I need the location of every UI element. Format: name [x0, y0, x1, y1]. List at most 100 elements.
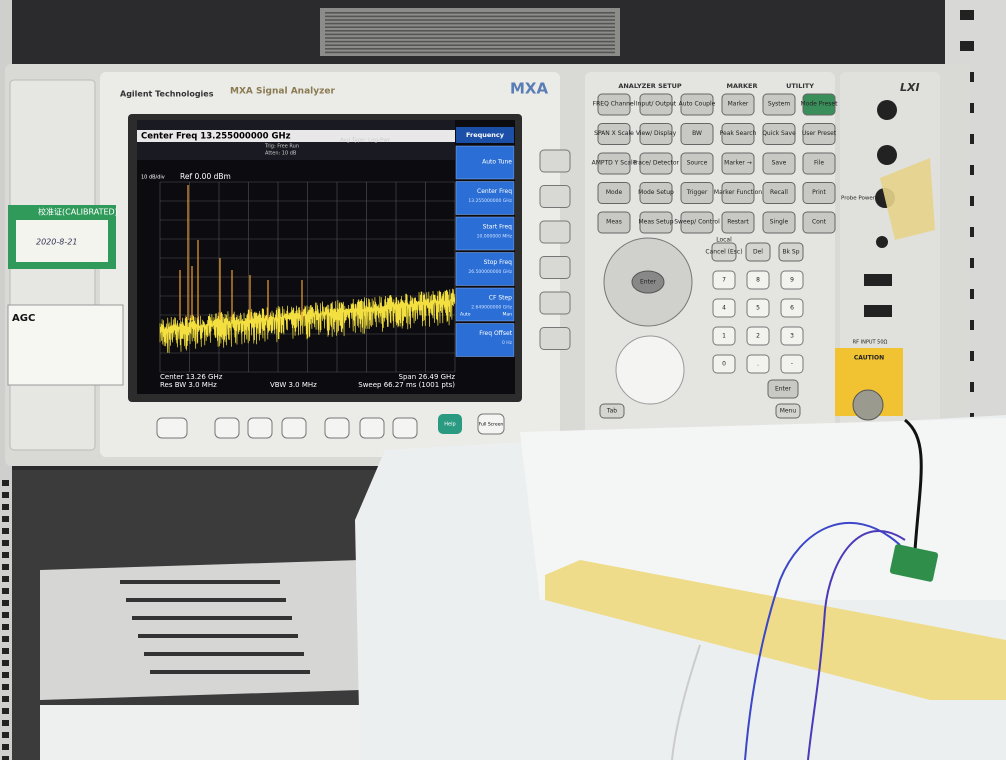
slat — [325, 44, 615, 46]
keypad-key[interactable] — [712, 298, 736, 318]
key[interactable] — [597, 123, 631, 145]
hole — [2, 492, 9, 498]
caution: CAUTION — [854, 355, 884, 362]
key[interactable] — [639, 182, 673, 204]
softkey — [455, 323, 515, 357]
atten: Atten: 10 dB — [265, 151, 297, 157]
key[interactable] — [639, 93, 673, 116]
knob[interactable] — [615, 335, 685, 405]
key[interactable] — [721, 123, 755, 145]
tab-label: Tab — [606, 408, 617, 415]
key[interactable] — [802, 211, 836, 234]
key[interactable] — [802, 182, 836, 204]
key[interactable] — [680, 211, 714, 234]
keypad-key[interactable] — [780, 298, 804, 318]
key[interactable] — [639, 211, 673, 234]
key[interactable] — [680, 93, 714, 116]
button[interactable] — [247, 417, 273, 439]
key[interactable] — [721, 93, 755, 116]
side-key[interactable] — [539, 185, 571, 208]
side-key[interactable] — [539, 327, 571, 350]
power-button[interactable] — [156, 417, 188, 439]
key-label: File — [814, 160, 824, 167]
keypad-key[interactable] — [746, 326, 770, 346]
keypad-key[interactable] — [712, 354, 736, 374]
edit-key[interactable] — [711, 242, 737, 262]
key[interactable] — [597, 182, 631, 204]
keypad-key[interactable] — [780, 326, 804, 346]
keypad-label: 9 — [790, 277, 794, 284]
button[interactable] — [324, 417, 350, 439]
side-key[interactable] — [539, 149, 571, 173]
key[interactable] — [721, 152, 755, 175]
hole — [2, 612, 9, 618]
side-key[interactable] — [539, 220, 571, 244]
key[interactable] — [721, 211, 755, 234]
wire — [744, 521, 901, 760]
softkey-value: 26.500000000 GHz — [468, 269, 512, 275]
keypad-key[interactable] — [746, 298, 770, 318]
side-key[interactable] — [539, 291, 571, 315]
key-label: Cont — [812, 219, 827, 226]
keypad-key[interactable] — [746, 354, 770, 374]
key[interactable] — [639, 152, 673, 175]
key-panel-keys: ANALYZER SETUP MARKER UTILITY FREQ Channel I… — [592, 82, 838, 419]
section-label: MARKER — [727, 82, 758, 90]
keypad-key[interactable] — [746, 270, 770, 290]
button[interactable] — [392, 417, 418, 439]
keypad-label: 4 — [722, 305, 726, 312]
key-label: Print — [812, 189, 826, 196]
key[interactable] — [597, 152, 631, 175]
key-label: Auto Couple — [679, 101, 716, 108]
softkey-label: Stop Freq — [484, 259, 513, 266]
key-label: Save — [772, 160, 787, 167]
edit-key-label: Del — [753, 249, 763, 256]
keypad-key[interactable] — [712, 270, 736, 290]
key[interactable] — [802, 123, 836, 145]
button[interactable] — [281, 417, 307, 439]
tab-key[interactable] — [599, 403, 625, 419]
edit-key[interactable] — [778, 242, 804, 262]
full-screen-button[interactable] — [477, 413, 505, 435]
key-label: Source — [687, 160, 708, 167]
nav-enter[interactable] — [631, 270, 665, 294]
key[interactable] — [721, 182, 755, 204]
key[interactable] — [762, 211, 796, 234]
key[interactable] — [762, 123, 796, 145]
side-key[interactable] — [539, 256, 571, 279]
button[interactable] — [214, 417, 240, 439]
key-label: Meas — [606, 219, 622, 226]
button[interactable] — [359, 417, 385, 439]
key[interactable] — [802, 152, 836, 175]
hole — [2, 744, 9, 750]
shelf — [40, 560, 360, 700]
softkey-mode: Man — [503, 312, 513, 318]
enter-key[interactable] — [767, 379, 799, 399]
key[interactable] — [762, 93, 796, 116]
key[interactable] — [802, 93, 836, 116]
key[interactable] — [680, 123, 714, 145]
edit-key[interactable] — [745, 242, 771, 262]
softkey-value: 2.649000000 GHz — [471, 305, 512, 311]
key[interactable] — [680, 182, 714, 204]
menu-key[interactable] — [775, 403, 801, 419]
help-button[interactable] — [438, 414, 462, 434]
key[interactable] — [597, 211, 631, 234]
keypad-key[interactable] — [780, 270, 804, 290]
key[interactable] — [762, 182, 796, 204]
key-label: View/ Display — [636, 130, 677, 137]
keypad-key[interactable] — [712, 326, 736, 346]
keypad-key[interactable] — [780, 354, 804, 374]
hole — [2, 552, 9, 558]
span: Span 26.49 GHz — [399, 373, 456, 381]
key[interactable] — [680, 152, 714, 175]
key[interactable] — [762, 152, 796, 175]
softkey — [455, 287, 515, 322]
full-screen-label: Full Screen — [479, 422, 504, 428]
menu-label: Menu — [780, 408, 797, 415]
key[interactable] — [597, 93, 631, 116]
key[interactable] — [639, 123, 673, 145]
plot — [159, 181, 456, 373]
calibration-label: 校准证(CALIBRATED) — [38, 207, 118, 217]
scale: 10 dB/div — [141, 175, 165, 181]
